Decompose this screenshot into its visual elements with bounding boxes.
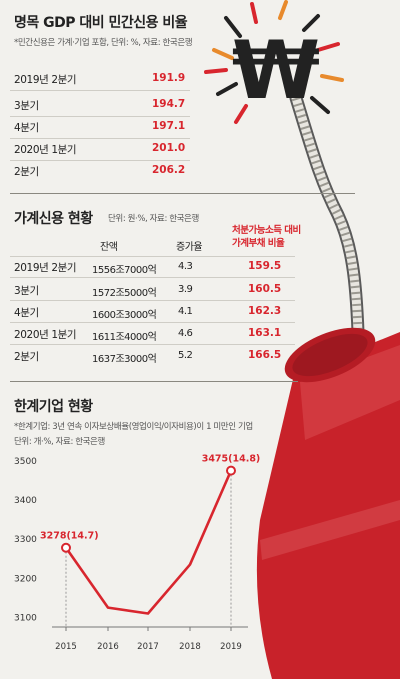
section-divider [10,381,298,382]
header-growth: 증가율 [176,242,203,253]
s2-row-growth: 5.2 [178,350,193,361]
section3-title: 한계기업 현황 [14,399,93,415]
s2-row-amount: 1611조4000억 [92,332,157,343]
header-amount: 잔액 [100,242,118,253]
s2-row-label: 4분기 [14,307,39,319]
header-ratio: 처분가능소득 대비 가계부채 비율 [232,224,301,250]
s2-row-label: 2020년 1분기 [14,329,77,341]
y-tick-label: 3400 [14,496,37,506]
s1-row-value: 201.0 [152,142,186,154]
s2-row-label: 2분기 [14,351,39,363]
s1-row-label: 3분기 [14,100,39,112]
data-point [226,465,236,476]
data-label: 3278(14.7) [40,531,99,542]
x-tick-label: 2016 [97,642,119,652]
s1-row-label: 4분기 [14,122,39,134]
section1-note: *민간신용은 가계·기업 포함, 단위: %, 자료: 한국은행 [14,38,193,48]
s2-row-growth: 4.3 [178,261,193,272]
s1-row-label: 2020년 1분기 [14,144,77,156]
s1-row-value: 197.1 [152,120,186,132]
y-tick-label: 3100 [14,613,37,623]
marginal-firms-line-chart: 3100 3200 3300 3400 3500 2015 2016 2017 2018 2019… [14,454,261,652]
section3-note2: 단위: 개·%, 자료: 한국은행 [14,437,105,447]
y-tick-label: 3300 [14,535,37,545]
fuse-rope [289,91,365,339]
s2-row-label: 2019년 2분기 [14,262,77,274]
s2-row-ratio: 160.5 [248,283,282,295]
s2-row-growth: 4.1 [178,306,193,317]
x-tick-label: 2019 [220,642,242,652]
section2-title: 가계신용 현황 [14,211,93,227]
section3-note1: *한계기업: 3년 연속 이자보상배율(영업이익/이자비용)이 1 미만인 기업 [14,422,253,432]
x-tick-label: 2015 [55,642,77,652]
data-label: 3475(14.8) [202,454,261,465]
s1-row-value: 194.7 [152,98,186,110]
s1-row-label: 2분기 [14,166,39,178]
s2-row-ratio: 159.5 [248,260,282,272]
won-symbol-icon: ₩ [232,24,320,117]
series-line [64,470,233,615]
section-divider [10,193,355,194]
s1-row-value: 191.9 [152,72,186,84]
s2-row-ratio: 163.1 [248,327,282,339]
s2-row-amount: 1572조5000억 [92,288,157,299]
s2-row-growth: 4.6 [178,328,193,339]
burst-rays [204,0,344,124]
y-tick-label: 3500 [14,457,37,467]
s2-row-ratio: 166.5 [248,349,282,361]
s2-row-amount: 1600조3000억 [92,310,157,321]
x-tick-label: 2017 [137,642,159,652]
s2-row-label: 3분기 [14,285,39,297]
data-point [61,542,71,553]
x-tick-label: 2018 [179,642,201,652]
section1-title: 명목 GDP 대비 민간신용 비율 [14,15,188,31]
s2-row-ratio: 162.3 [248,305,282,317]
dynamite-stick [256,327,400,679]
header-ratio-line2: 가계부채 비율 [232,238,285,249]
won-symbol-glyph: ₩ [232,24,320,117]
header-ratio-line1: 처분가능소득 대비 [232,225,301,236]
s1-row-label: 2019년 2분기 [14,74,77,86]
s2-row-growth: 3.9 [178,284,193,295]
s2-row-amount: 1637조3000억 [92,354,157,365]
section2-note: 단위: 원·%, 자료: 한국은행 [108,214,199,224]
y-tick-label: 3200 [14,574,37,584]
s2-row-amount: 1556조7000억 [92,265,157,276]
s1-row-value: 206.2 [152,164,186,176]
